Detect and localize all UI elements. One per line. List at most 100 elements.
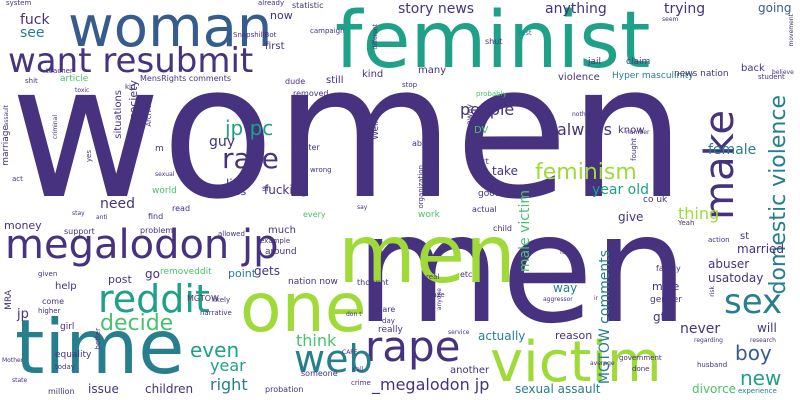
- word-say: say: [357, 204, 368, 211]
- word-female: female: [708, 142, 757, 158]
- word-co-uk: co uk: [643, 195, 668, 205]
- word-jp-pc: jp pc: [225, 116, 274, 140]
- word-article: article: [60, 74, 89, 84]
- word-aggressor: aggressor: [543, 296, 573, 303]
- word-victim: victim: [490, 330, 662, 395]
- word-way: way: [553, 281, 578, 295]
- word-think: think: [296, 331, 337, 350]
- word-view: view: [476, 139, 493, 147]
- word-nation-now: nation now: [288, 277, 338, 287]
- word-situations: situations: [113, 90, 124, 139]
- word-much: much: [268, 225, 296, 236]
- word-many: many: [418, 65, 447, 76]
- word-nothing: nothing: [572, 111, 595, 118]
- word-trying: trying: [664, 1, 706, 17]
- word-always: always: [557, 120, 612, 139]
- word-gender: gender: [650, 295, 682, 305]
- word-allowed: allowed: [218, 230, 245, 238]
- word-actual: actual: [472, 205, 497, 214]
- word-take: take: [492, 164, 518, 178]
- word-man: man: [617, 93, 635, 102]
- word-marriage: marriage: [1, 125, 11, 166]
- word-campaign: campaign: [310, 27, 345, 35]
- word-likely: likely: [212, 296, 231, 304]
- word-boy: boy: [735, 341, 772, 365]
- word-real: real: [426, 273, 440, 281]
- word-etc: etc: [460, 270, 473, 279]
- word-post: post: [108, 273, 132, 286]
- word-rape: rape: [365, 322, 461, 371]
- word-archived: Archived: [145, 96, 153, 127]
- word-yet: yet: [427, 159, 439, 167]
- word-know: know: [618, 125, 645, 136]
- word-domestic-violence: domestic violence: [766, 95, 791, 295]
- word-money: money: [4, 219, 42, 232]
- word-megalodon-jp: megalodon jp: [5, 222, 279, 268]
- word-student: student: [758, 73, 785, 81]
- word-system: system: [6, 0, 32, 7]
- word-going: going: [758, 1, 792, 15]
- word-work: work: [418, 210, 440, 220]
- word-fucking: fucking: [264, 183, 308, 197]
- word-m: m: [155, 144, 164, 154]
- word-women: women: [10, 24, 686, 240]
- word-feminism: feminism: [535, 160, 637, 185]
- word-probably: probably: [476, 90, 507, 98]
- word-well: Well: [371, 121, 381, 140]
- word-experience: experience: [738, 387, 777, 395]
- word-time: time: [15, 303, 185, 391]
- word-today: today: [55, 363, 75, 371]
- word-want-resubmit: want resubmit: [8, 41, 254, 81]
- word-regarding: regarding: [694, 337, 723, 344]
- word-shit: shit: [25, 77, 38, 85]
- word-snapshillbot: SnapshillBot: [233, 31, 277, 39]
- word-reddit: reddit: [98, 277, 210, 321]
- word-need: need: [100, 196, 135, 212]
- word-back: back: [741, 63, 765, 74]
- word-kind: kind: [362, 69, 384, 80]
- word-jp: jp: [17, 307, 29, 322]
- word-life: life: [226, 177, 245, 191]
- word-anti: anti: [96, 214, 108, 221]
- word-abuser: abuser: [708, 257, 750, 271]
- word-number: number: [626, 129, 650, 136]
- word-find: find: [148, 212, 164, 221]
- word-crime: crime: [351, 379, 371, 387]
- word-ton: ton: [636, 99, 646, 106]
- word-rate: rate: [222, 142, 279, 175]
- word-help: help: [55, 281, 77, 292]
- word-organization: organization: [417, 165, 425, 209]
- word-claim: claim: [626, 57, 651, 67]
- word-average: average: [590, 360, 615, 367]
- word-good: good: [478, 189, 501, 199]
- word-read: read: [172, 204, 191, 213]
- word-dv: DV: [474, 125, 489, 136]
- word-reason: reason: [555, 329, 593, 342]
- word-better: better: [94, 328, 102, 350]
- word-sex: sex: [724, 282, 783, 322]
- word-male: male: [652, 280, 680, 293]
- word-removed: removed: [293, 89, 329, 98]
- word-divorce: divorce: [692, 382, 737, 396]
- word-support: support: [64, 227, 95, 236]
- word-children: children: [145, 382, 194, 396]
- word-fought: fought: [630, 138, 638, 161]
- word-usatoday: usatoday: [708, 271, 764, 285]
- word-issue: issue: [88, 382, 119, 396]
- word-million: million: [48, 387, 75, 396]
- word-give: give: [618, 210, 644, 224]
- word-research: research: [750, 337, 776, 344]
- word-never: never: [680, 321, 721, 337]
- word-statistic: statistic: [292, 1, 324, 10]
- word-assault: assault: [3, 105, 10, 127]
- word-fuck: fuck: [20, 12, 50, 28]
- word-family: family: [656, 264, 681, 273]
- word-mother: Mother: [2, 357, 24, 364]
- word-first: first: [265, 41, 285, 52]
- word-teacher: teacher: [46, 67, 73, 75]
- word-another: another: [450, 365, 490, 376]
- word-act: act: [12, 175, 23, 183]
- word-gt: gt: [653, 310, 666, 324]
- word-every: every: [303, 210, 326, 219]
